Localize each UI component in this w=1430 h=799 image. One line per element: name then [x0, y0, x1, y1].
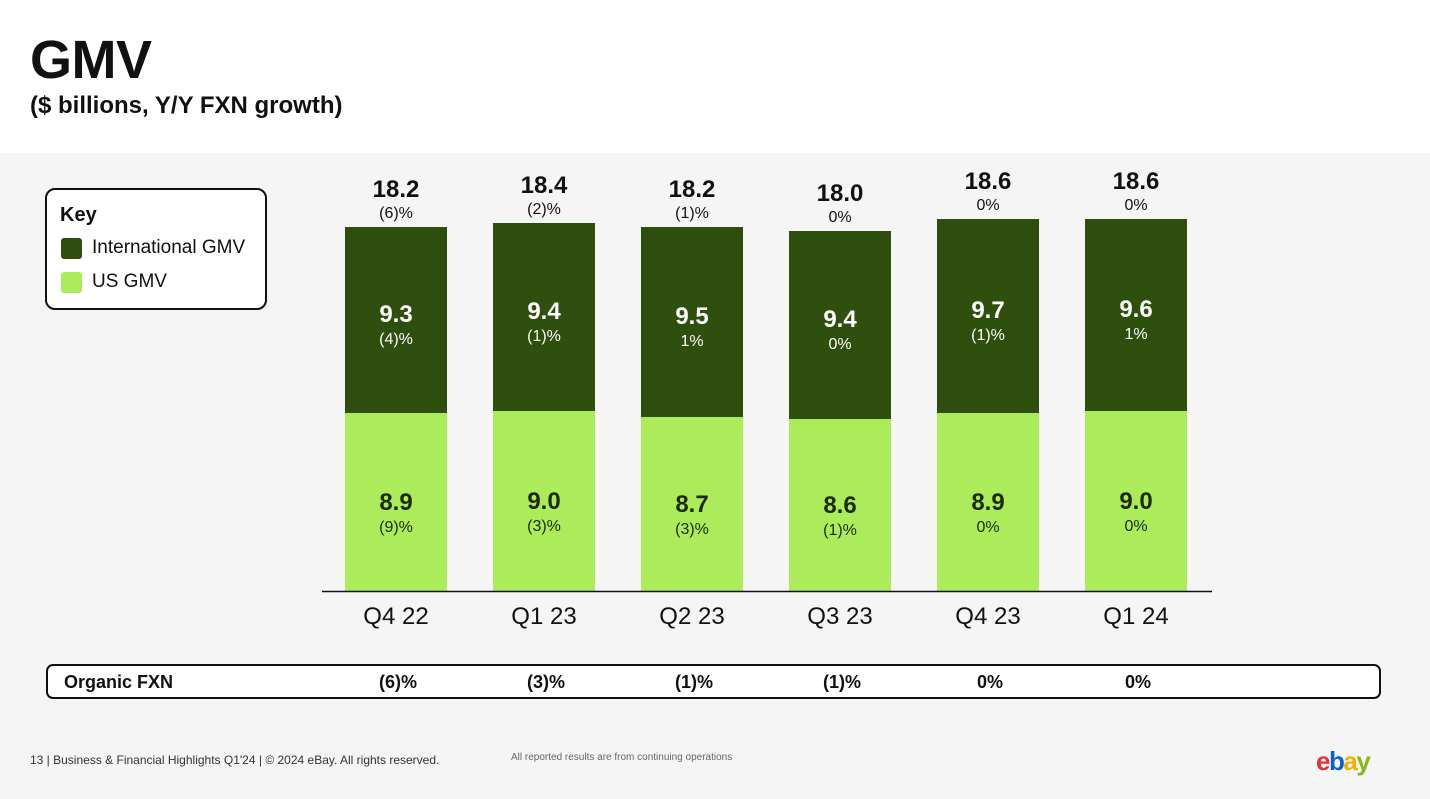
growth-label-total: (1)%: [675, 205, 709, 222]
growth-label-international: (1)%: [971, 327, 1005, 344]
data-label-international: 9.4: [823, 306, 857, 333]
logo-letter: a: [1343, 745, 1356, 777]
x-tick-label: Q1 23: [511, 603, 576, 630]
data-label-total: 18.6: [1113, 168, 1160, 195]
logo-letter: y: [1356, 745, 1369, 777]
growth-label-us: 0%: [976, 519, 999, 536]
growth-label-international: 0%: [828, 336, 851, 353]
growth-label-total: 0%: [1124, 197, 1147, 214]
organic-fxn-value: (1)%: [792, 672, 892, 693]
growth-label-us: (1)%: [823, 522, 857, 539]
growth-label-international: (1)%: [527, 328, 561, 345]
data-label-international: 9.5: [675, 303, 708, 330]
data-label-us: 8.9: [379, 489, 412, 516]
data-label-international: 9.6: [1119, 296, 1152, 323]
data-label-us: 9.0: [1119, 488, 1152, 515]
data-label-total: 18.2: [669, 176, 716, 203]
footnote: All reported results are from continuing…: [511, 752, 732, 763]
logo-letter: e: [1316, 745, 1329, 777]
growth-label-us: (9)%: [379, 519, 413, 536]
growth-label-international: (4)%: [379, 331, 413, 348]
gmv-stacked-bar-chart: 9.3 (4)% 8.9 (9)% 18.2 (6)% Q4 22 9.4 (1)% 9.0 (3)…: [0, 0, 1430, 660]
growth-label-us: 0%: [1124, 518, 1147, 535]
x-tick-label: Q4 23: [955, 603, 1020, 630]
data-label-us: 9.0: [527, 488, 560, 515]
logo-letter: b: [1329, 745, 1343, 777]
growth-label-total: (2)%: [527, 201, 561, 218]
organic-fxn-value: 0%: [940, 672, 1040, 693]
x-tick-label: Q1 24: [1103, 603, 1168, 630]
growth-label-international: 1%: [680, 333, 703, 350]
data-label-total: 18.2: [373, 176, 420, 203]
data-label-total: 18.6: [965, 168, 1012, 195]
organic-fxn-label: Organic FXN: [64, 672, 173, 693]
organic-fxn-row: Organic FXN (6)% (3)% (1)% (1)% 0% 0%: [46, 664, 1381, 699]
organic-fxn-value: 0%: [1088, 672, 1188, 693]
growth-label-us: (3)%: [675, 521, 709, 538]
data-label-international: 9.3: [379, 301, 412, 328]
x-tick-label: Q2 23: [659, 603, 724, 630]
ebay-logo: ebay: [1316, 745, 1369, 777]
data-label-international: 9.4: [527, 298, 561, 325]
growth-label-international: 1%: [1124, 326, 1147, 343]
footer-text: 13 | Business & Financial Highlights Q1'…: [30, 753, 439, 767]
data-label-us: 8.6: [823, 492, 856, 519]
data-label-total: 18.0: [817, 180, 864, 207]
organic-fxn-value: (6)%: [348, 672, 448, 693]
growth-label-total: 0%: [976, 197, 999, 214]
organic-fxn-value: (3)%: [496, 672, 596, 693]
growth-label-total: (6)%: [379, 205, 413, 222]
data-label-international: 9.7: [971, 297, 1004, 324]
growth-label-us: (3)%: [527, 518, 561, 535]
data-label-us: 8.9: [971, 489, 1004, 516]
organic-fxn-value: (1)%: [644, 672, 744, 693]
data-label-us: 8.7: [675, 491, 708, 518]
data-label-total: 18.4: [521, 172, 568, 199]
growth-label-total: 0%: [828, 209, 851, 226]
x-tick-label: Q4 22: [363, 603, 428, 630]
x-tick-label: Q3 23: [807, 603, 872, 630]
